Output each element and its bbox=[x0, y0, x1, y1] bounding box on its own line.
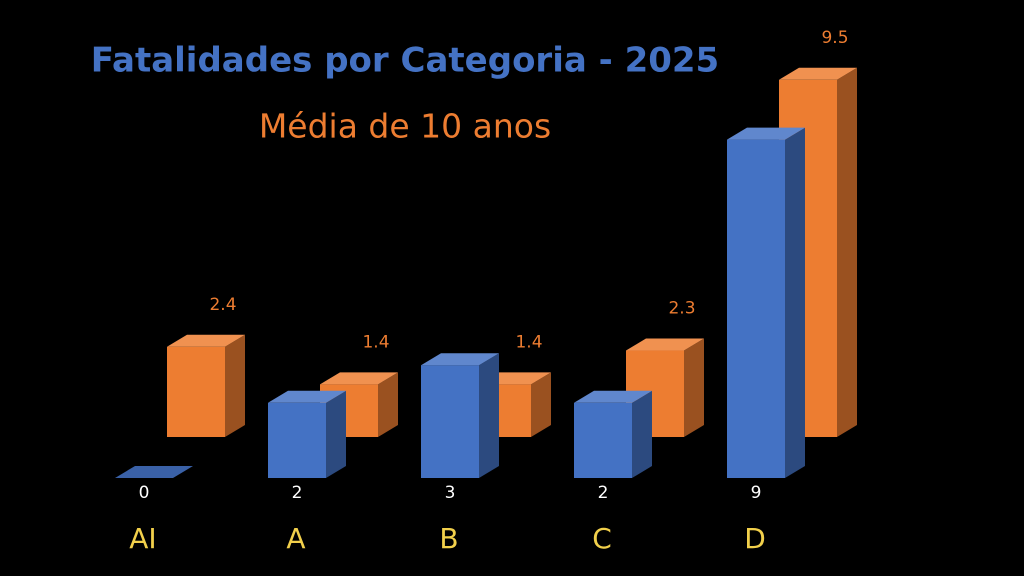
value-label: 9.5 bbox=[821, 28, 848, 48]
bar-side bbox=[225, 334, 245, 437]
value-label: 9 bbox=[751, 483, 762, 503]
bar-side bbox=[785, 127, 805, 478]
value-label: 2 bbox=[292, 483, 303, 503]
value-label: 1.4 bbox=[362, 332, 389, 352]
bar bbox=[421, 353, 499, 478]
bar bbox=[268, 390, 346, 478]
bar-front bbox=[268, 402, 326, 478]
bar bbox=[574, 390, 652, 478]
x-tick-label: A bbox=[286, 522, 305, 555]
bar bbox=[115, 466, 193, 478]
x-tick-label: D bbox=[744, 522, 766, 555]
bar-front bbox=[727, 139, 785, 478]
value-label: 2.4 bbox=[209, 295, 236, 315]
bar-top bbox=[626, 338, 704, 351]
x-tick-label: C bbox=[592, 522, 612, 555]
bar-side bbox=[837, 67, 857, 438]
bar bbox=[167, 334, 245, 437]
chart-title: Fatalidades por Categoria - 2025 bbox=[91, 41, 719, 81]
x-tick-label: B bbox=[439, 522, 458, 555]
value-label: 3 bbox=[445, 483, 456, 503]
bar-front bbox=[421, 365, 479, 478]
bar-side bbox=[684, 338, 704, 437]
bar-top bbox=[421, 353, 499, 366]
x-tick-label: AI bbox=[129, 522, 156, 555]
bar-top bbox=[727, 127, 805, 140]
chart-subtitle: Média de 10 anos bbox=[259, 107, 551, 146]
bar-top bbox=[574, 390, 652, 403]
bar-top bbox=[320, 372, 398, 385]
bar-side bbox=[632, 390, 652, 478]
bar-top bbox=[115, 466, 193, 478]
bar-top bbox=[167, 334, 245, 347]
bar bbox=[727, 127, 805, 478]
bar-side bbox=[479, 353, 499, 478]
value-label: 1.4 bbox=[515, 332, 542, 352]
value-label: 2.3 bbox=[668, 299, 695, 319]
bar-top bbox=[268, 390, 346, 403]
bar-front bbox=[574, 402, 632, 478]
bar-side bbox=[531, 372, 551, 437]
bar-side bbox=[378, 372, 398, 437]
bar-side bbox=[326, 390, 346, 478]
bar-top bbox=[779, 67, 857, 80]
value-label: 0 bbox=[139, 483, 150, 503]
bar-front bbox=[167, 346, 225, 437]
value-label: 2 bbox=[598, 483, 609, 503]
